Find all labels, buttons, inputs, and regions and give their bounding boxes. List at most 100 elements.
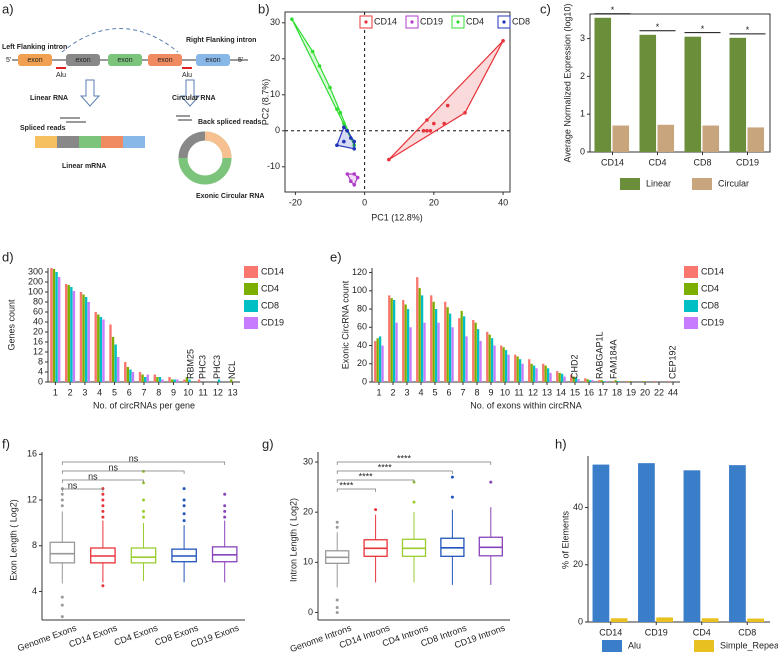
point bbox=[348, 136, 353, 140]
bar bbox=[64, 284, 68, 382]
panel-label: b) bbox=[258, 1, 270, 16]
comparison-bracket bbox=[61, 470, 185, 474]
point bbox=[445, 103, 450, 108]
panel-label: a) bbox=[2, 1, 14, 16]
x-tick-label: 15 bbox=[570, 387, 580, 397]
label: Linear RNA bbox=[30, 95, 68, 102]
group-hull bbox=[346, 173, 359, 186]
bar bbox=[528, 359, 531, 382]
bar bbox=[388, 295, 391, 382]
x-tick-label: CD8 bbox=[693, 157, 711, 167]
y-tick-label: 16 bbox=[33, 336, 43, 346]
arrow bbox=[79, 79, 101, 107]
label: Left Flanking intron bbox=[2, 44, 67, 51]
bar bbox=[575, 377, 578, 382]
arrow bbox=[179, 79, 201, 107]
x-tick-label: 4 bbox=[97, 387, 102, 397]
x-tick-label: CD19 bbox=[736, 157, 759, 167]
legend-label: CD19 bbox=[701, 317, 724, 327]
outlier bbox=[101, 492, 105, 496]
bar bbox=[747, 127, 765, 152]
bar bbox=[141, 374, 144, 382]
bar bbox=[82, 294, 85, 382]
outlier bbox=[60, 492, 64, 496]
outlier bbox=[223, 515, 227, 519]
comparison-label: ns bbox=[68, 480, 78, 490]
bar bbox=[507, 354, 510, 382]
bar bbox=[472, 319, 475, 382]
plot-frame bbox=[284, 11, 511, 193]
bar bbox=[374, 340, 377, 382]
outlier bbox=[60, 595, 64, 599]
outlier bbox=[60, 615, 64, 619]
bar bbox=[591, 380, 594, 382]
bar bbox=[70, 287, 73, 382]
outlier bbox=[142, 469, 145, 473]
bar bbox=[437, 322, 440, 382]
y-tick-label: 0 bbox=[578, 616, 583, 626]
y-tick-label: 4 bbox=[38, 366, 43, 376]
legend-label: CD14 bbox=[701, 266, 724, 276]
bar bbox=[126, 367, 130, 382]
bar bbox=[549, 372, 552, 382]
legend-swatch bbox=[684, 283, 698, 295]
x-tick-label: 0 bbox=[362, 197, 367, 207]
splice-arc bbox=[61, 28, 179, 53]
x-tick-label: 2 bbox=[390, 387, 395, 397]
bar bbox=[183, 379, 186, 382]
legend-label: Linear bbox=[646, 178, 671, 188]
x-tick-label: 17 bbox=[598, 387, 608, 397]
bar bbox=[423, 322, 426, 382]
bar bbox=[486, 331, 489, 382]
x-tick-label: 1 bbox=[376, 387, 381, 397]
y-tick-label: 100 bbox=[28, 286, 43, 296]
bar bbox=[747, 618, 764, 622]
panel-label: e) bbox=[330, 249, 342, 264]
bar bbox=[612, 125, 630, 152]
legend-label: Circular bbox=[718, 178, 749, 188]
point bbox=[352, 139, 357, 144]
bar bbox=[656, 617, 673, 622]
point bbox=[428, 129, 433, 133]
panel-label: d) bbox=[2, 249, 14, 264]
y-tick-label: 20 bbox=[573, 559, 583, 569]
bar bbox=[379, 336, 382, 382]
x-tick-label: 8 bbox=[474, 387, 479, 397]
bar bbox=[409, 327, 412, 382]
outlier bbox=[101, 509, 105, 513]
bar bbox=[111, 337, 115, 382]
mrna-segment bbox=[57, 136, 79, 148]
diagram: a) Left Flanking intron Right Flanking i… bbox=[2, 1, 264, 199]
comparison-label: **** bbox=[339, 480, 354, 490]
label: Right Flanking intron bbox=[186, 37, 256, 44]
x-tick-label: 20 bbox=[429, 197, 439, 207]
legend-swatch bbox=[684, 266, 698, 278]
comparison-label: ns bbox=[129, 453, 139, 463]
x-tick-label: 3 bbox=[404, 387, 409, 397]
significance-label: * bbox=[746, 25, 750, 35]
legend-label: CD4 bbox=[466, 16, 484, 26]
bar bbox=[530, 363, 533, 382]
y-tick-label: 4 bbox=[32, 586, 37, 596]
point bbox=[432, 121, 436, 126]
y-axis-label: Exonic CircRNA count bbox=[340, 280, 350, 369]
mrna-segment bbox=[123, 136, 145, 148]
bar bbox=[117, 357, 120, 382]
group-hull bbox=[388, 40, 504, 161]
y-tick-label: 3 bbox=[580, 33, 585, 43]
bar bbox=[176, 379, 179, 382]
bar bbox=[124, 362, 127, 382]
x-tick-label: 1 bbox=[53, 387, 58, 397]
bar bbox=[87, 302, 90, 382]
point bbox=[348, 179, 353, 183]
x-axis-label: No. of exons within circRNA bbox=[470, 400, 582, 410]
bar bbox=[556, 371, 559, 382]
y-tick-label: 20 bbox=[303, 507, 313, 517]
bar bbox=[617, 381, 620, 382]
point bbox=[463, 111, 467, 115]
bar bbox=[52, 269, 56, 382]
outlier bbox=[101, 498, 105, 502]
y-tick-label: 60 bbox=[33, 306, 43, 316]
y-tick-label: 2 bbox=[580, 71, 585, 81]
